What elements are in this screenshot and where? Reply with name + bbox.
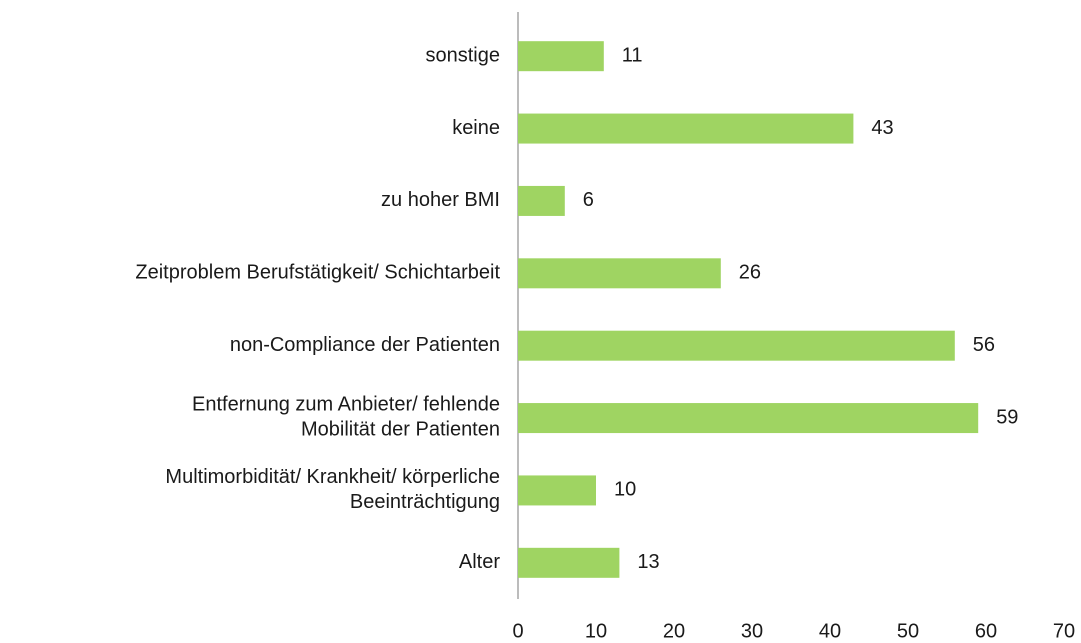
x-tick-label: 30 xyxy=(741,620,763,642)
y-tick-label: Alter xyxy=(459,551,500,573)
bar xyxy=(518,330,955,361)
value-label: 43 xyxy=(871,117,893,139)
bar xyxy=(518,547,620,578)
y-tick-label: keine xyxy=(452,117,500,139)
bar xyxy=(518,403,979,434)
bar xyxy=(518,41,604,72)
x-tick-label: 10 xyxy=(585,620,607,642)
value-label: 6 xyxy=(583,189,594,211)
x-tick-label: 40 xyxy=(819,620,841,642)
value-label: 11 xyxy=(622,44,643,66)
value-label: 56 xyxy=(973,334,995,356)
bar xyxy=(518,185,565,216)
x-tick-label: 60 xyxy=(975,620,997,642)
x-tick-label: 70 xyxy=(1053,620,1075,642)
bar xyxy=(518,258,721,289)
y-tick-label: non-Compliance der Patienten xyxy=(230,334,500,356)
x-tick-label: 0 xyxy=(512,620,523,642)
x-tick-label: 20 xyxy=(663,620,685,642)
y-tick-label: Multimorbidität/ Krankheit/ körperliche B… xyxy=(165,466,500,513)
y-tick-label: zu hoher BMI xyxy=(381,189,500,211)
value-label: 59 xyxy=(996,406,1018,428)
y-tick-label: Zeitproblem Berufstätigkeit/ Schichtarbe… xyxy=(135,262,500,284)
y-tick-label: sonstige xyxy=(426,44,501,66)
x-tick-label: 50 xyxy=(897,620,919,642)
bar xyxy=(518,113,854,144)
value-label: 13 xyxy=(637,551,659,573)
y-tick-label: Entfernung zum Anbieter/ fehlende Mobilit… xyxy=(192,394,500,441)
value-label: 10 xyxy=(614,479,636,501)
bar xyxy=(518,475,596,506)
value-label: 26 xyxy=(739,262,761,284)
